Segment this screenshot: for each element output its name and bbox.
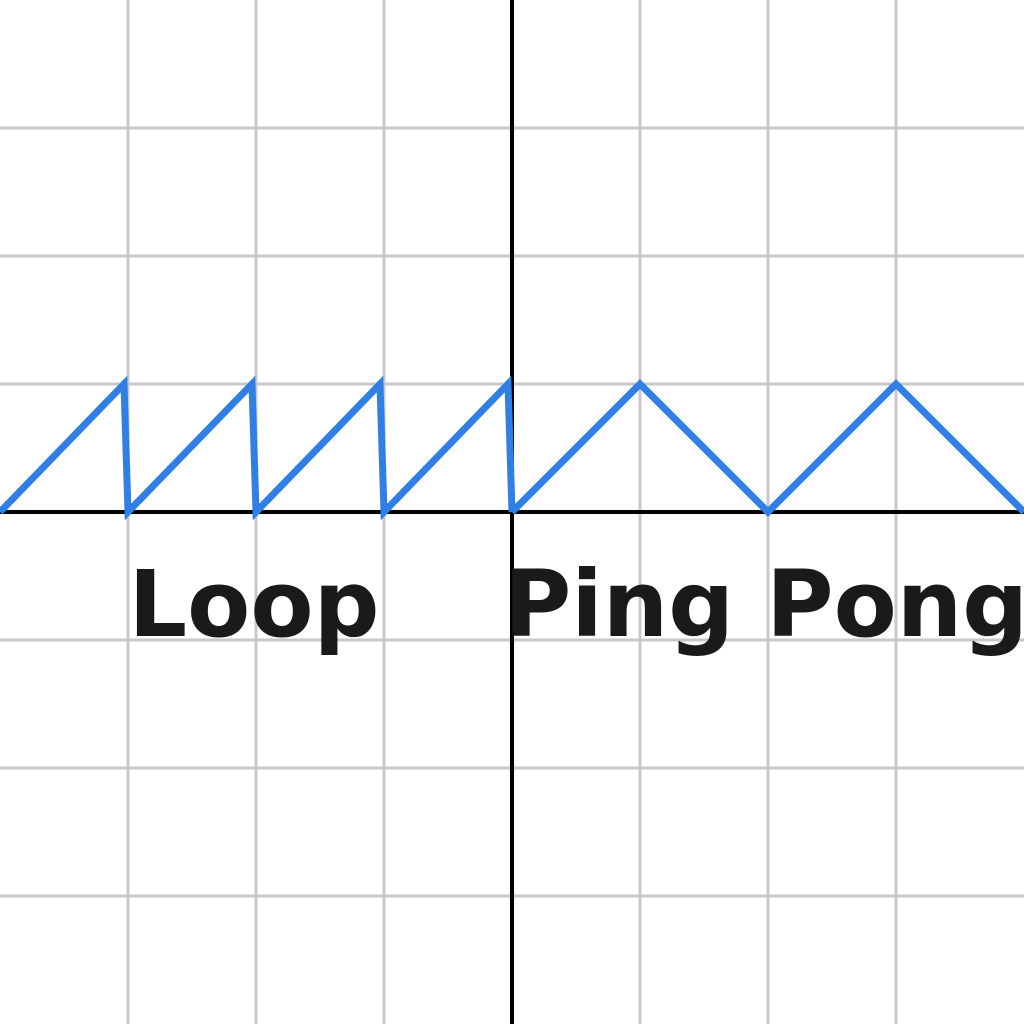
waveforms — [0, 375, 1024, 521]
loop-label: Loop — [129, 551, 380, 658]
ping-pong-label: Ping Pong — [504, 551, 1024, 658]
pingpong-triangle-waveform — [509, 379, 1024, 517]
loop-sawtooth-waveform — [0, 375, 516, 521]
